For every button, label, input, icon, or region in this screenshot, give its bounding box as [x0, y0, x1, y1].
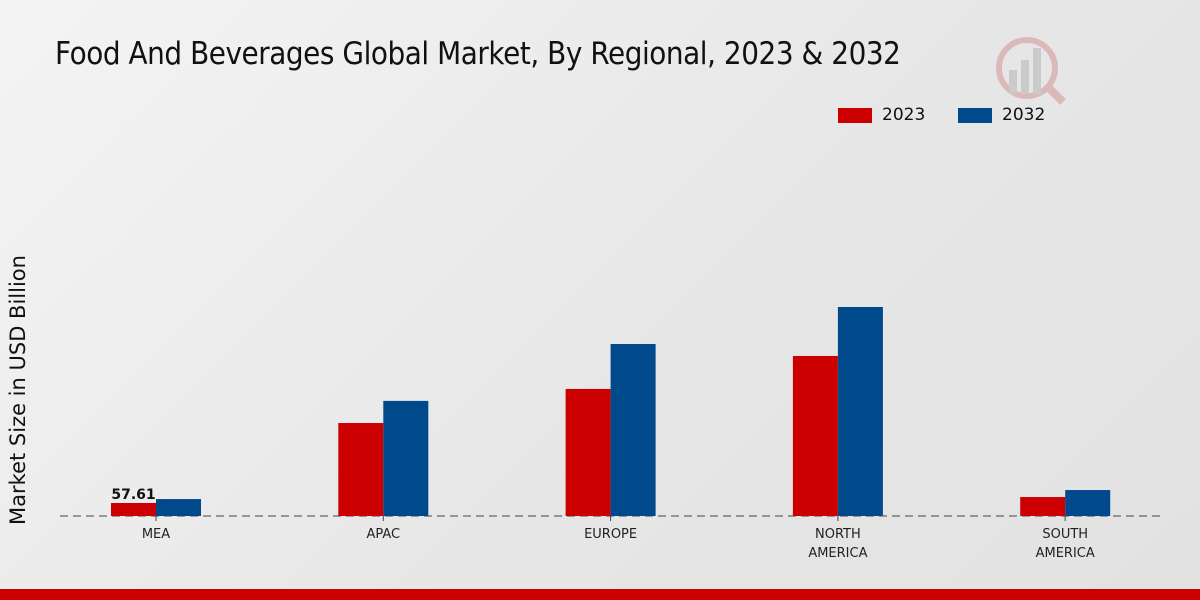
data-label: 57.61: [111, 487, 155, 503]
x-tick-label: NORTH: [815, 527, 861, 542]
bar-2032-south-america: [1065, 490, 1111, 516]
x-tick-label: SOUTH: [1042, 527, 1088, 542]
x-tick-label: APAC: [366, 527, 400, 542]
legend-item-2032: 2032: [958, 105, 1045, 125]
bar-2032-north-america: [837, 307, 883, 516]
x-tick-label: EUROPE: [584, 527, 637, 542]
legend-label: 2023: [882, 105, 926, 125]
legend-label: 2032: [1002, 105, 1046, 125]
bar-2023-europe: [565, 388, 611, 516]
x-tick-label: MEA: [142, 527, 170, 542]
bar-2023-north-america: [792, 355, 838, 516]
legend-swatch-2032: [958, 107, 992, 123]
legend-item-2023: 2023: [838, 105, 925, 125]
bar-2032-mea: [156, 499, 201, 516]
bottom-accent-bar: [0, 589, 1200, 600]
bar-2032-apac: [383, 400, 429, 516]
chart-title: Food And Beverages Global Market, By Reg…: [55, 36, 901, 72]
bar-2023-south-america: [1020, 497, 1066, 516]
x-tick-label: AMERICA: [1036, 546, 1095, 561]
logo-icon: [996, 37, 1066, 105]
bar-2032-europe: [610, 344, 656, 516]
x-tick-label: AMERICA: [808, 546, 867, 561]
bar-2023-apac: [338, 423, 384, 516]
legend-swatch-2023: [838, 107, 872, 123]
bar-2023-mea: [111, 502, 156, 516]
